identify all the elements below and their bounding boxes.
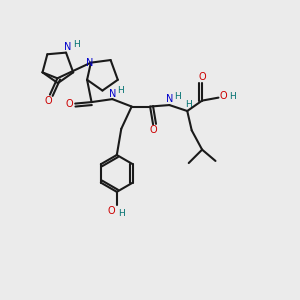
Text: O: O — [149, 125, 157, 135]
Text: N: N — [109, 89, 117, 99]
Text: H: H — [229, 92, 236, 100]
Text: N: N — [166, 94, 174, 104]
Text: N: N — [86, 58, 93, 68]
Text: O: O — [220, 91, 228, 101]
Text: O: O — [108, 206, 115, 216]
Text: H: H — [174, 92, 181, 101]
Text: H: H — [185, 100, 192, 109]
Text: O: O — [45, 96, 52, 106]
Text: N: N — [64, 42, 71, 52]
Text: O: O — [198, 72, 206, 82]
Text: H: H — [117, 86, 124, 95]
Text: H: H — [73, 40, 80, 49]
Text: O: O — [65, 99, 73, 109]
Text: H: H — [118, 209, 124, 218]
